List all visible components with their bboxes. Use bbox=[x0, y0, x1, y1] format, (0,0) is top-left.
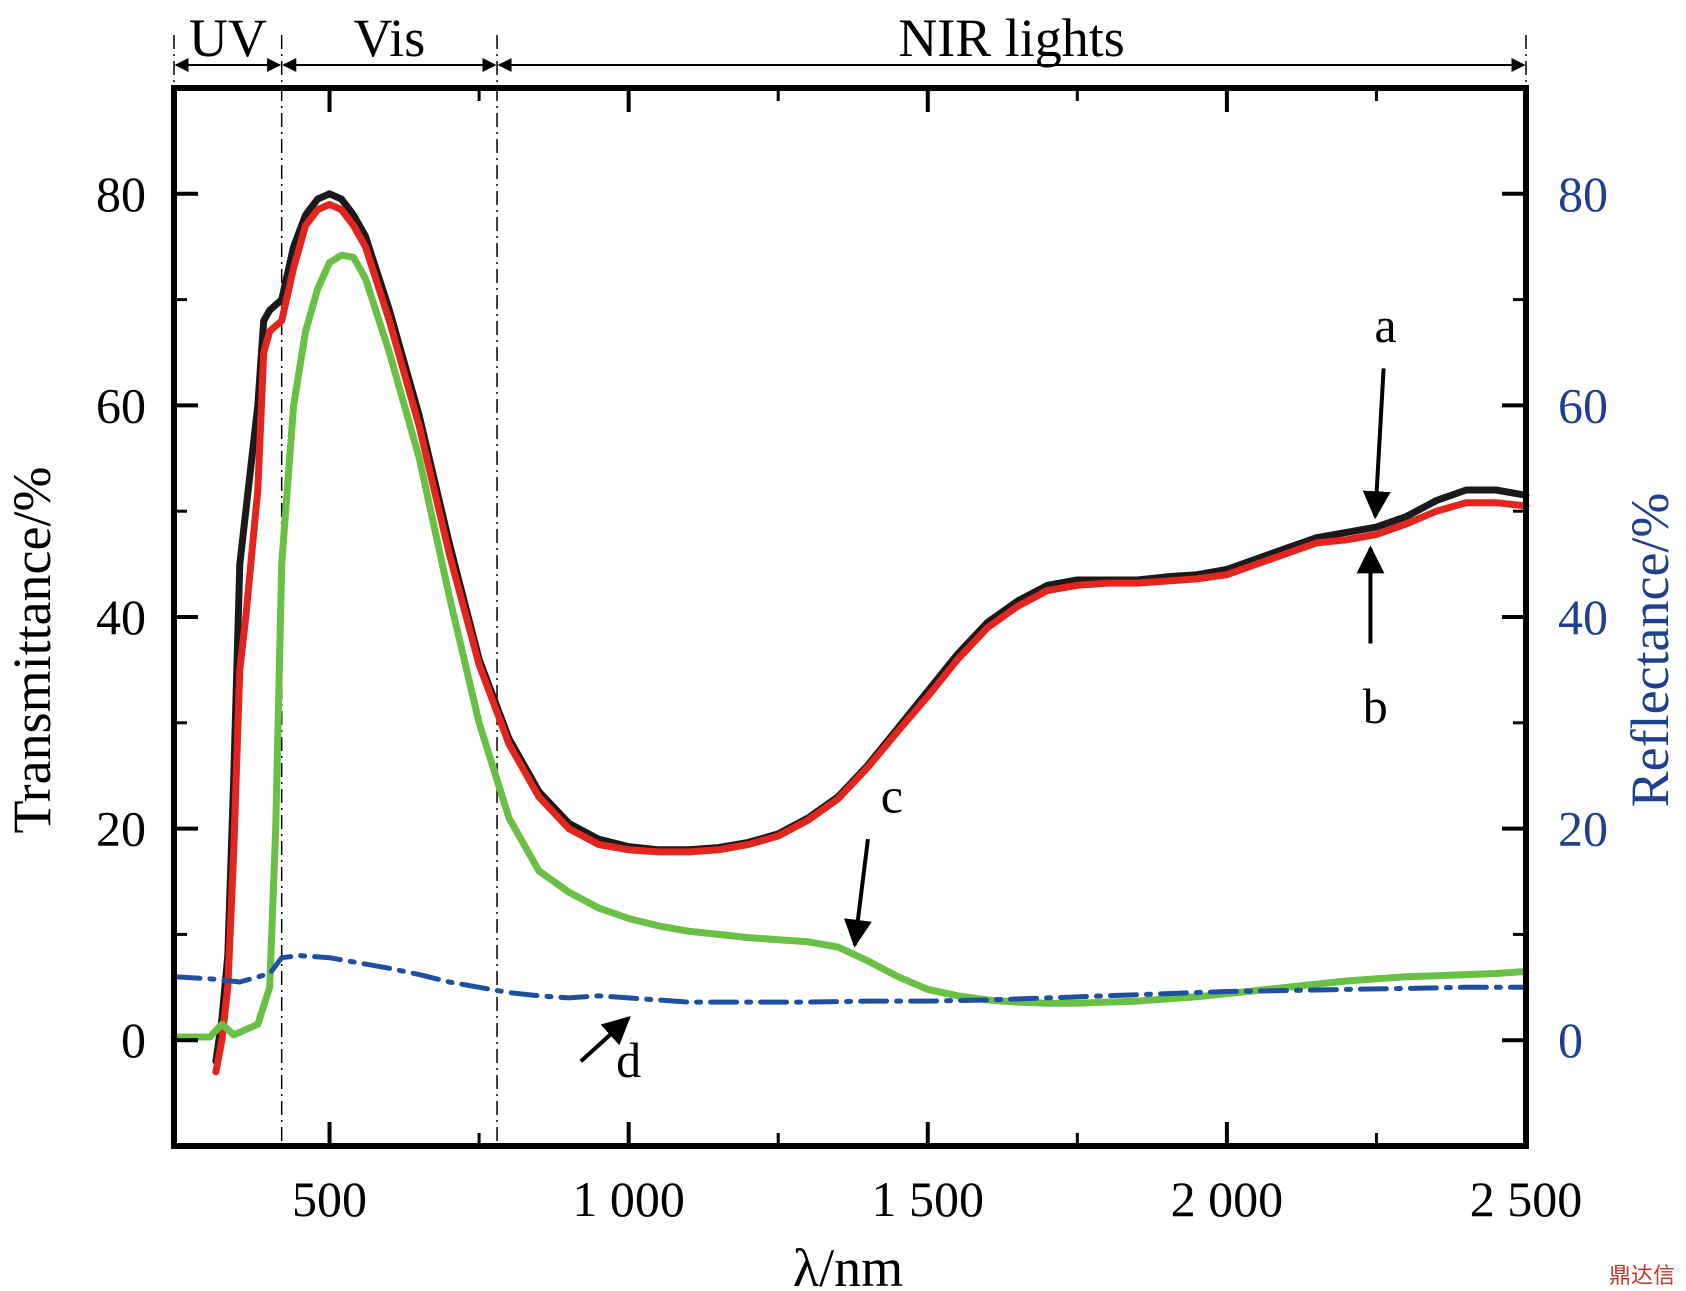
series-line-b bbox=[212, 200, 1530, 1076]
right-tick-label: 60 bbox=[1558, 377, 1608, 433]
annotation-arrow-c bbox=[844, 838, 872, 948]
right-tick-label: 40 bbox=[1558, 589, 1608, 645]
right-tick-label: 80 bbox=[1558, 166, 1608, 222]
tick-layer bbox=[174, 88, 1528, 1146]
left-tick-label: 80 bbox=[96, 166, 146, 222]
left-axis-title: Transmittance/% bbox=[2, 467, 62, 834]
left-tick-label: 40 bbox=[96, 589, 146, 645]
annotation-layer: a b c d bbox=[579, 297, 1397, 1088]
plot-frame bbox=[171, 85, 1529, 1149]
x-tick-label: 2 000 bbox=[1171, 1171, 1284, 1227]
region-label: Vis bbox=[353, 8, 425, 68]
x-tick-label: 2 500 bbox=[1470, 1171, 1583, 1227]
left-tick-label: 0 bbox=[121, 1012, 146, 1068]
left-tick-label: 60 bbox=[96, 377, 146, 433]
series-line-c bbox=[170, 251, 1530, 1041]
region-label: NIR lights bbox=[898, 8, 1125, 68]
right-axis-title: Reflectance/% bbox=[1620, 493, 1680, 808]
annotation-label-b: b bbox=[1363, 678, 1388, 734]
watermark-logo: 鼎达信 bbox=[1609, 1264, 1675, 1289]
annotation-label-d: d bbox=[616, 1032, 641, 1088]
region-label: UV bbox=[189, 8, 267, 68]
series-layer bbox=[170, 190, 1530, 1076]
region-layer: UV Vis NIR lights bbox=[173, 8, 1527, 1146]
annotation-arrow-a bbox=[1362, 368, 1391, 520]
series-line-d bbox=[171, 953, 1529, 1005]
left-tick-label: 20 bbox=[96, 801, 146, 857]
x-tick-label: 1 500 bbox=[872, 1171, 985, 1227]
x-tick-label: 500 bbox=[292, 1171, 367, 1227]
series-line-a bbox=[212, 190, 1530, 1065]
annotation-label-c: c bbox=[881, 768, 903, 824]
label-layer: 500 1 000 1 500 2 000 2 500 0 0 20 20 40 40 60 60 80 8… bbox=[96, 166, 1608, 1227]
annotation-arrow-d bbox=[579, 1016, 631, 1063]
right-tick-label: 20 bbox=[1558, 801, 1608, 857]
x-tick-label: 1 000 bbox=[572, 1171, 685, 1227]
annotation-label-a: a bbox=[1374, 297, 1396, 353]
x-axis-title: λ/nm bbox=[793, 1238, 903, 1291]
right-tick-label: 0 bbox=[1558, 1012, 1583, 1068]
